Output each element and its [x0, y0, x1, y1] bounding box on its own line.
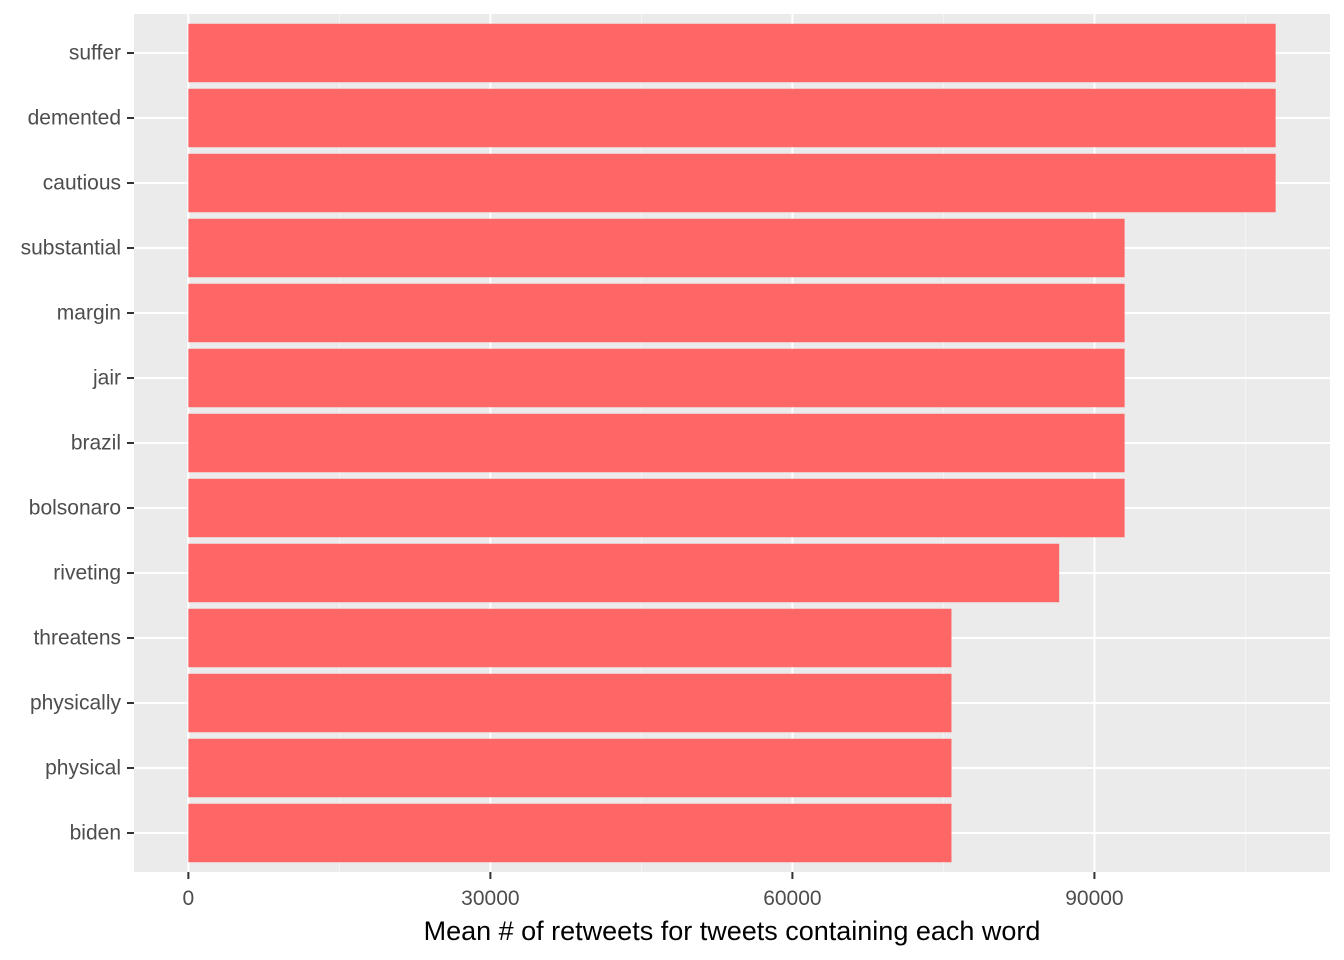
x-tick-label: 30000 [461, 887, 519, 910]
x-tick-label: 90000 [1065, 887, 1123, 910]
bar-bolsonaro [188, 478, 1125, 538]
y-tick-label: brazil [71, 432, 121, 455]
bar-physical [188, 738, 952, 798]
bar-threatens [188, 608, 952, 668]
bar-riveting [188, 543, 1060, 603]
bar-cautious [188, 153, 1276, 213]
y-tick-label: biden [70, 822, 121, 845]
x-tick-label: 0 [183, 887, 195, 910]
y-tick-label: substantial [21, 237, 121, 260]
x-axis-title: Mean # of retweets for tweets containing… [424, 916, 1041, 946]
bar-biden [188, 803, 952, 863]
x-tick-label: 60000 [763, 887, 821, 910]
bar-margin [188, 283, 1125, 343]
bar-physically [188, 673, 952, 733]
y-tick-label: cautious [43, 172, 121, 195]
y-tick-label: physically [30, 692, 122, 715]
x-axis: 0 30000 60000 90000 [183, 872, 1124, 910]
bar-brazil [188, 413, 1125, 473]
y-tick-label: jair [92, 367, 121, 390]
y-tick-label: physical [45, 757, 121, 780]
bar-suffer [188, 23, 1276, 83]
y-tick-label: threatens [33, 627, 121, 650]
bars [188, 23, 1276, 863]
y-tick-label: margin [57, 302, 121, 325]
y-tick-label: demented [28, 107, 121, 130]
bar-demented [188, 88, 1276, 148]
bar-jair [188, 348, 1125, 408]
y-tick-label: riveting [53, 562, 121, 585]
y-tick-label: bolsonaro [29, 497, 121, 520]
y-tick-label: suffer [69, 42, 121, 65]
bar-substantial [188, 218, 1125, 278]
y-axis: suffer demented cautious substantial margin j… [21, 42, 134, 845]
